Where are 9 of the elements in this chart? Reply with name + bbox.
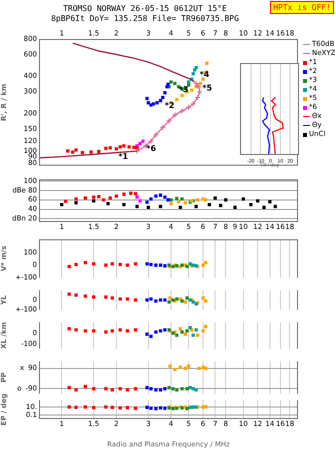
chart-subtitle: 8pBP6It DoY= 135.258 File= TR960735.BPG — [51, 14, 239, 23]
chart-title: TROMSO NORWAY 26-05-15 0612UT 15°E — [63, 4, 227, 13]
annotation: *5 — [202, 83, 213, 92]
annotation: *2 — [164, 101, 174, 110]
annotation: *4 — [200, 70, 210, 80]
annotation: *6 — [146, 144, 156, 153]
text: HPTx is OFF! — [270, 1, 334, 14]
annotation: *1 — [118, 152, 129, 161]
annotation: *3 — [178, 85, 188, 94]
